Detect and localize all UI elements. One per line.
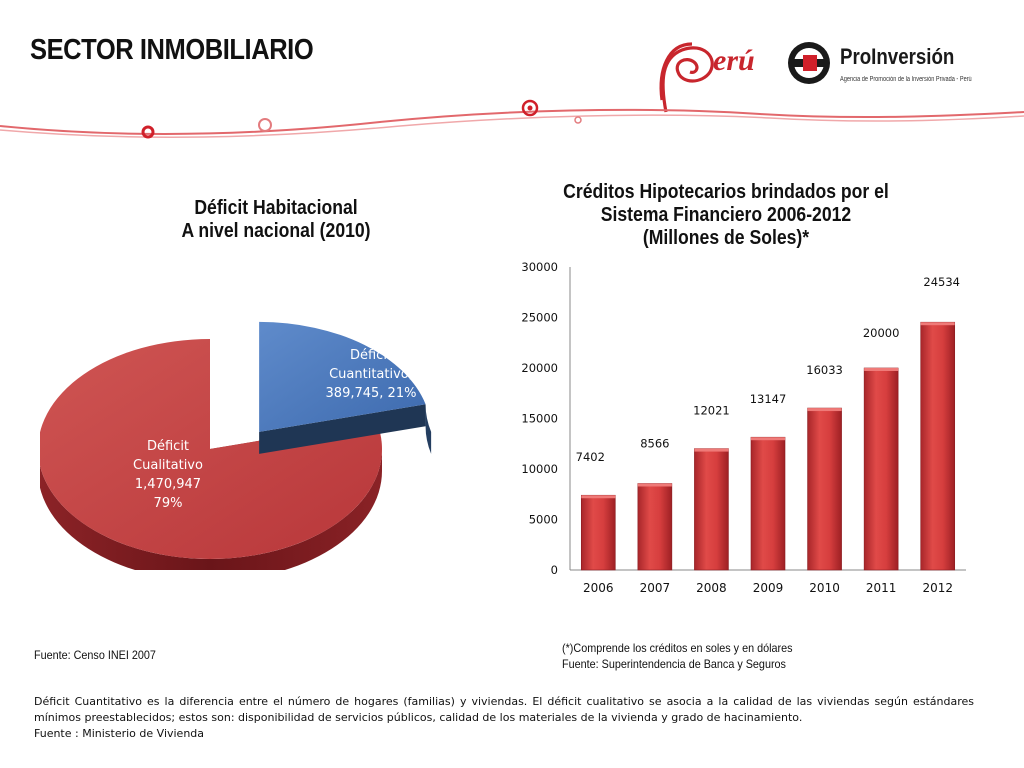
bar-2012 (920, 321, 956, 571)
bar-chart-notes: (*)Comprende los créditos en soles y en … (562, 640, 793, 672)
pie-slice-cuantitativo (259, 321, 426, 432)
pie-label-line: 389,745, 21% (326, 386, 417, 401)
data-label: 7402 (576, 450, 605, 464)
y-tick-label: 15000 (521, 412, 558, 426)
peru-logo-text: erú (713, 44, 755, 77)
bar-2008 (694, 448, 729, 571)
y-tick-label: 0 (551, 563, 558, 577)
bar-cap (807, 408, 842, 412)
bar-2011 (863, 367, 899, 571)
pie-label-line: Déficit (350, 348, 392, 363)
pie-label-line: 79% (154, 496, 183, 511)
x-tick-label: 2006 (583, 581, 614, 595)
bar-2007 (637, 483, 673, 571)
footer-note: Déficit Cuantitativo es la diferencia en… (34, 694, 974, 742)
pie-slice-cualitativo (40, 339, 382, 559)
bar-note-line: (*)Comprende los créditos en soles y en … (562, 641, 793, 655)
y-tick-label: 20000 (521, 361, 558, 375)
y-tick-label: 5000 (529, 513, 558, 527)
data-label: 24534 (923, 275, 960, 289)
y-tick-label: 30000 (521, 260, 558, 274)
y-tick-label: 10000 (521, 462, 558, 476)
proinversion-name: ProInversión (840, 44, 955, 69)
data-label: 12021 (693, 404, 730, 418)
bar-cap (637, 483, 672, 487)
x-tick-label: 2011 (866, 581, 897, 595)
pie-label-line: Cuantitativo, (329, 367, 413, 382)
pie-slice-cuantitativo-edge (259, 404, 426, 454)
y-tick-label: 25000 (521, 311, 558, 325)
decorative-wave (0, 99, 1024, 139)
bar-title-line: Sistema Financiero 2006-2012 (600, 204, 852, 226)
bar-2009 (750, 436, 786, 571)
x-tick-label: 2009 (753, 581, 784, 595)
x-tick-label: 2008 (696, 581, 727, 595)
pie-slice-cuantitativo-side (425, 404, 432, 454)
pie-label-cuantitativo: Déficit Cuantitativo, 389,745, 21% (326, 348, 417, 401)
pie-source: Fuente: Censo INEI 2007 (34, 648, 156, 662)
pie-label-line: Déficit (147, 439, 189, 454)
bar-cap (864, 368, 899, 371)
bar-chart: 0 5000 10000 15000 20000 25000 30000 2006 7402 20… (521, 260, 966, 595)
data-label: 8566 (640, 436, 669, 450)
pie-title-line: A nivel nacional (2010) (181, 220, 371, 242)
data-label: 13147 (750, 392, 787, 406)
bar-cap (694, 448, 729, 452)
pie-title-line: Déficit Habitacional (194, 197, 358, 219)
footer-definition: Déficit Cuantitativo es la diferencia en… (34, 695, 974, 724)
x-tick-label: 2010 (809, 581, 840, 595)
bar-cap (920, 322, 955, 326)
x-tick-label: 2007 (640, 581, 671, 595)
bar-title-line: (Millones de Soles)* (642, 227, 810, 249)
bar-chart-title: Créditos Hipotecarios brindados por el S… (550, 181, 902, 250)
peru-logo (659, 42, 714, 113)
x-tick-label: 2012 (922, 581, 953, 595)
bar-2006 (580, 494, 616, 571)
proinversion-tagline: Agencia de Promoción de la Inversión Pri… (840, 76, 972, 83)
bar-2010 (807, 407, 842, 571)
data-label: 20000 (863, 326, 900, 340)
slide-title: SECTOR INMOBILIARIO (30, 34, 314, 66)
footer-source: Fuente : Ministerio de Vivienda (34, 727, 205, 740)
pie-chart: Déficit Cualitativo 1,470,947 79% Déficit Cua… (40, 321, 432, 570)
bar-title-line: Créditos Hipotecarios brindados por el (563, 181, 889, 203)
pie-label-line: 1,470,947 (135, 477, 201, 492)
bar-cap (581, 495, 616, 499)
proinversion-logo-icon (788, 42, 830, 84)
data-label: 16033 (806, 363, 843, 377)
bar-cap (751, 437, 785, 441)
pie-label-cualitativo: Déficit Cualitativo 1,470,947 79% (133, 439, 203, 511)
bar-note-line: Fuente: Superintendencia de Banca y Segu… (562, 657, 786, 671)
pie-chart-title: Déficit Habitacional A nivel nacional (2… (144, 197, 408, 243)
pie-label-line: Cualitativo (133, 458, 203, 473)
